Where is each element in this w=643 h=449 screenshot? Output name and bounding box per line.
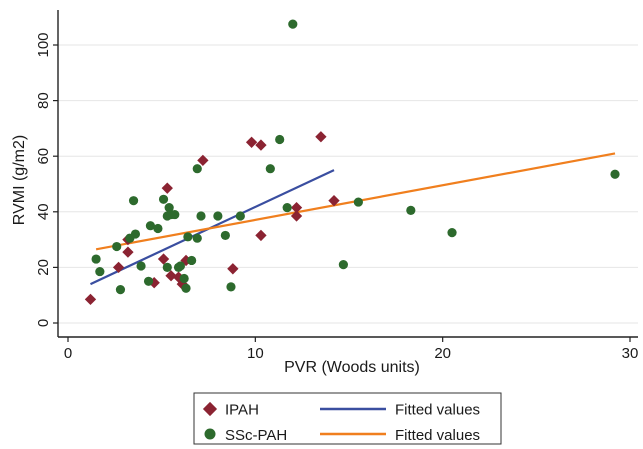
ssc-pah-point (220, 230, 230, 241)
ssc-pah-point (130, 229, 141, 239)
ssc-pah-point (275, 134, 285, 145)
y-tick-label: 100 (35, 32, 52, 57)
x-tick-label: 20 (434, 345, 451, 362)
ssc-pah-point (610, 169, 620, 179)
ssc-pah-point (192, 164, 202, 174)
y-tick-label: 40 (35, 203, 52, 220)
y-axis-title: RVMI (g/m2) (11, 135, 28, 225)
ssc-pah-point (175, 261, 185, 271)
ssc-pah-point (179, 273, 189, 284)
ipah-point (227, 263, 239, 275)
ssc-pah-point (235, 211, 245, 221)
ipah-point (122, 246, 134, 258)
ssc-pah-point (181, 283, 191, 293)
ipah-point (290, 201, 303, 214)
legend-circle-icon (204, 428, 216, 440)
ssc-pah-point (288, 19, 298, 29)
legend-label-ipah: IPAH (225, 402, 259, 419)
ssc-pah-point (282, 203, 292, 213)
ssc-pah-point (196, 211, 206, 221)
ipah-point (315, 131, 327, 143)
ssc-pah-point (145, 221, 156, 231)
ssc-pah-point (158, 194, 169, 204)
x-tick-label: 30 (622, 345, 639, 362)
legend-item-fit-ssc: Fitted values (320, 427, 480, 444)
ssc-pah-point (183, 232, 193, 242)
data-points (84, 19, 620, 306)
y-tick-label: 0 (35, 319, 52, 327)
ssc-pah-point (91, 254, 101, 264)
ssc-pah-point (128, 196, 139, 206)
gridlines (58, 44, 638, 324)
axes (57, 10, 638, 338)
ssc-pah-point (164, 203, 174, 213)
ipah-point (161, 182, 173, 194)
x-ticks: 0 10 20 30 (64, 337, 639, 362)
ipah-point (197, 154, 209, 167)
ipah-point (255, 139, 267, 151)
ssc-pah-point (143, 276, 154, 286)
ipah-point (165, 270, 177, 282)
ipah-point (255, 229, 267, 242)
legend-item-ssc-pah: SSc-PAH (204, 427, 287, 444)
legend-diamond-icon (202, 401, 218, 417)
ssc-pah-point (192, 233, 202, 243)
y-tick-label: 80 (35, 92, 52, 109)
legend-item-fit-ipah: Fitted values (320, 402, 480, 419)
ssc-pah-point (447, 228, 457, 238)
ssc-pah-point (213, 211, 223, 221)
ipah-point (157, 253, 170, 265)
y-tick-label: 60 (35, 148, 52, 165)
ssc-pah-point (115, 285, 126, 295)
ssc-pah-point (187, 255, 197, 266)
ssc-pah-point (406, 205, 416, 216)
x-axis-title: PVR (Woods units) (284, 359, 420, 376)
y-ticks: 0 20 40 60 80 100 (35, 32, 58, 327)
legend-label-fit-ipah: Fitted values (395, 402, 480, 419)
legend-item-ipah: IPAH (202, 401, 259, 419)
ssc-pah-point (226, 282, 236, 292)
x-tick-label: 10 (247, 345, 264, 362)
ssc-pah-point (265, 164, 275, 174)
legend: IPAH SSc-PAH Fitted values Fitted values (193, 392, 502, 445)
ssc-pah-point (338, 260, 348, 270)
ssc-pah-point (162, 262, 172, 272)
ipah-point (245, 136, 258, 148)
ipah-point (290, 210, 303, 222)
ssc-pah-point (136, 261, 146, 271)
legend-label-ssc-pah: SSc-PAH (225, 427, 287, 444)
x-tick-label: 0 (64, 345, 72, 362)
y-tick-label: 20 (35, 259, 52, 276)
ssc-pah-point (170, 209, 180, 220)
ssc-pah-point (353, 197, 363, 207)
ssc-pah-point (153, 223, 163, 234)
ssc-pah-point (95, 266, 105, 277)
ssc-pah-point (112, 241, 122, 252)
legend-box (193, 392, 502, 445)
legend-label-fit-ssc: Fitted values (395, 427, 480, 444)
ipah-point (328, 195, 340, 207)
